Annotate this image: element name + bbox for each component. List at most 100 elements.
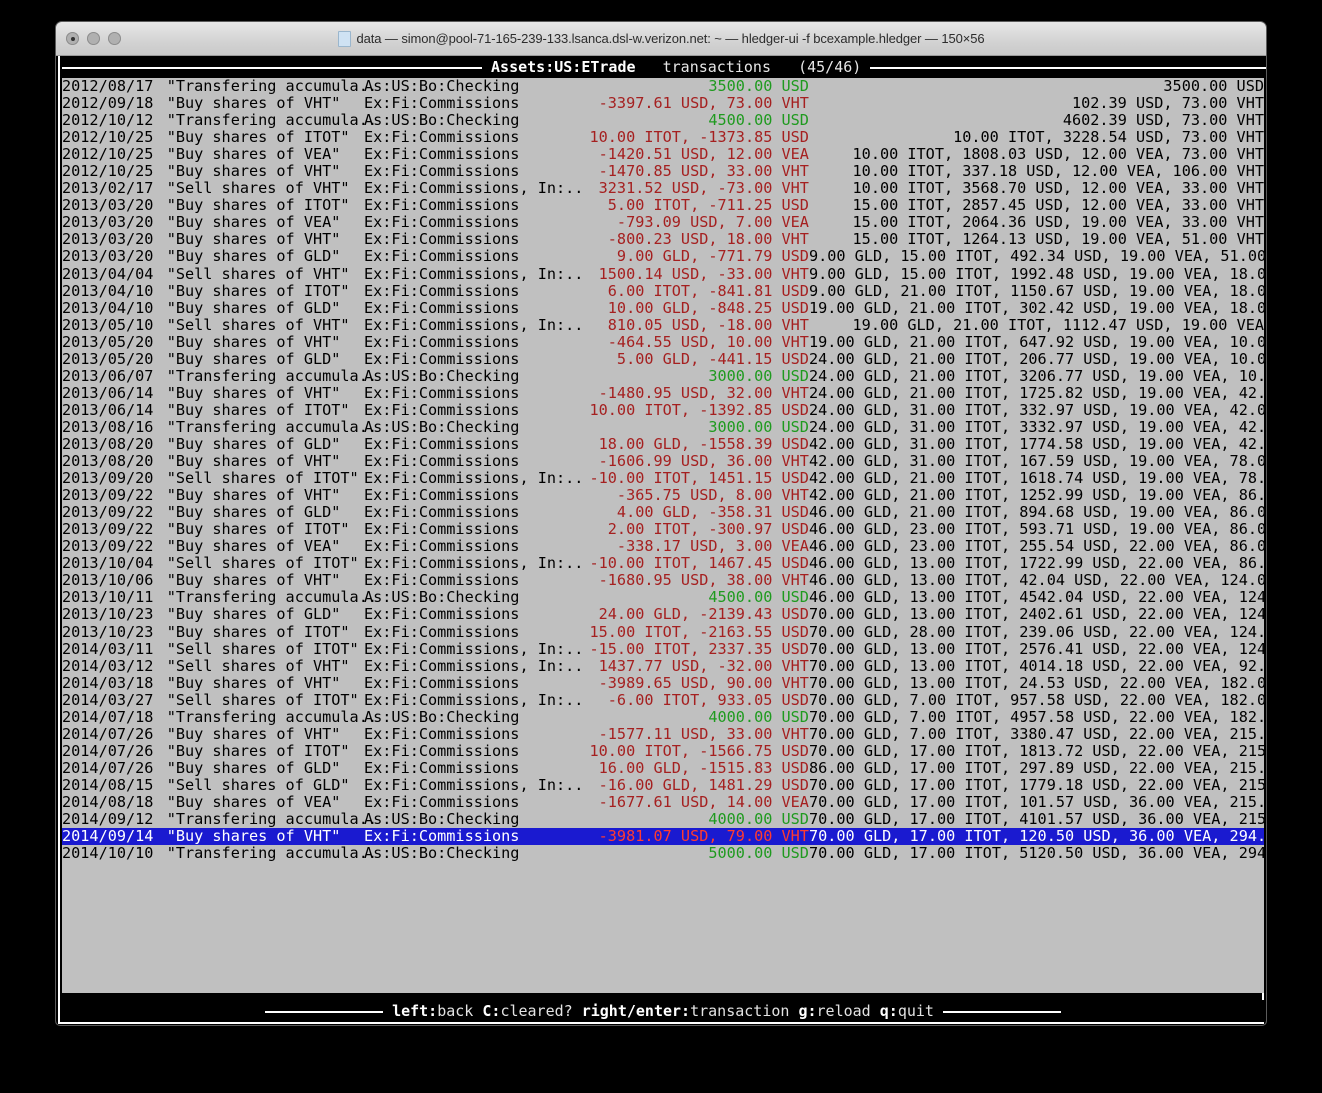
- cell-date: 2013/03/20: [62, 247, 154, 266]
- table-row[interactable]: 2013/10/23 "Buy shares of GLD" Ex:Fi:Commi…: [62, 606, 1264, 623]
- table-row[interactable]: 2013/04/10 "Buy shares of GLD" Ex:Fi:Commi…: [62, 298, 1264, 317]
- cell-description: "Transfering accumula..: [166, 417, 377, 436]
- cell-description: "Transfering accumula..: [166, 810, 377, 829]
- window-title: data — simon@pool-71-165-239-133.lsanca.…: [56, 30, 1266, 47]
- cell-account: Ex:Fi:Commissions, In:..: [364, 656, 584, 675]
- table-row[interactable]: 2013/09/20 "Sell shares of ITOT" Ex:Fi:Com…: [62, 470, 1264, 487]
- cell-amount: -1606.99 USD, 36.00 VHT: [598, 452, 809, 471]
- cell-balance: 86.00 GLD, 17.00 ITOT, 297.89 USD, 22.00…: [808, 758, 1264, 777]
- cell-amount: -464.55 USD, 10.00 VHT: [607, 332, 809, 351]
- cell-description: "Transfering accumula..: [166, 707, 377, 726]
- cell-account: As:US:Bo:Checking: [364, 366, 520, 385]
- cell-date: 2013/09/22: [62, 520, 154, 539]
- cell-amount: 2.00 ITOT, -300.97 USD: [607, 520, 809, 539]
- cell-account: Ex:Fi:Commissions: [364, 400, 520, 419]
- table-row[interactable]: 2013/10/23 "Buy shares of ITOT" Ex:Fi:Comm…: [62, 623, 1264, 641]
- table-row[interactable]: 2014/07/26 "Buy shares of GLD" Ex:Fi:Commi…: [62, 758, 1264, 777]
- table-row[interactable]: 2014/07/26 "Buy shares of VHT" Ex:Fi:Commi…: [62, 724, 1264, 743]
- cell-description: "Sell shares of VHT": [166, 264, 350, 283]
- cell-balance: 15.00 ITOT, 2857.45 USD, 12.00 VEA, 33.0…: [852, 196, 1264, 215]
- table-row[interactable]: 2013/03/20 "Buy shares of ITOT" Ex:Fi:Comm…: [62, 197, 1264, 214]
- cell-amount: 5.00 ITOT, -711.25 USD: [607, 196, 809, 215]
- table-row[interactable]: 2014/03/12 "Sell shares of VHT" Ex:Fi:Comm…: [62, 656, 1264, 675]
- cell-description: "Sell shares of VHT": [166, 315, 350, 334]
- cell-description: "Buy shares of VEA": [166, 145, 341, 164]
- table-row[interactable]: 2013/10/06 "Buy shares of VHT" Ex:Fi:Commi…: [62, 572, 1264, 589]
- cell-account: Ex:Fi:Commissions: [364, 213, 520, 232]
- cell-date: 2013/05/20: [62, 349, 154, 368]
- cell-date: 2014/07/26: [62, 741, 154, 760]
- window-title-text: data — simon@pool-71-165-239-133.lsanca.…: [356, 31, 985, 46]
- cell-date: 2013/10/11: [62, 588, 154, 607]
- cell-date: 2013/10/04: [62, 554, 154, 573]
- table-row[interactable]: 2013/04/04 "Sell shares of VHT" Ex:Fi:Comm…: [62, 264, 1264, 283]
- table-row[interactable]: 2013/10/04 "Sell shares of ITOT" Ex:Fi:Com…: [62, 555, 1264, 572]
- cell-date: 2014/08/18: [62, 792, 154, 811]
- key-desc-cleared: cleared?: [500, 1002, 582, 1020]
- table-row[interactable]: 2013/05/10 "Sell shares of VHT" Ex:Fi:Comm…: [62, 315, 1264, 334]
- table-row[interactable]: 2014/03/27 "Sell shares of ITOT" Ex:Fi:Com…: [62, 690, 1264, 709]
- window-titlebar[interactable]: data — simon@pool-71-165-239-133.lsanca.…: [56, 22, 1266, 56]
- table-row[interactable]: 2013/06/14 "Buy shares of VHT" Ex:Fi:Commi…: [62, 383, 1264, 402]
- table-row[interactable]: 2013/09/22 "Buy shares of VHT" Ex:Fi:Commi…: [62, 487, 1264, 504]
- cell-date: 2013/09/22: [62, 486, 154, 505]
- table-row[interactable]: 2014/03/11 "Sell shares of ITOT" Ex:Fi:Com…: [62, 639, 1264, 658]
- cell-balance: 19.00 GLD, 21.00 ITOT, 647.92 USD, 19.00…: [808, 332, 1264, 351]
- table-row[interactable]: 2013/08/16 "Transfering accumula.. As:US:B…: [62, 417, 1264, 436]
- table-row[interactable]: 2013/02/17 "Sell shares of VHT" Ex:Fi:Comm…: [62, 180, 1264, 197]
- table-row[interactable]: 2012/10/25 "Buy shares of ITOT" Ex:Fi:Comm…: [62, 129, 1264, 146]
- cell-amount: 3000.00 USD: [708, 417, 809, 436]
- cell-amount: -1480.95 USD, 32.00 VHT: [598, 383, 809, 402]
- table-row[interactable]: 2014/09/12 "Transfering accumula.. As:US:B…: [62, 810, 1264, 829]
- cell-balance: 9.00 GLD, 15.00 ITOT, 492.34 USD, 19.00 …: [808, 247, 1264, 266]
- table-row[interactable]: 2014/08/15 "Sell shares of GLD" Ex:Fi:Comm…: [62, 776, 1264, 794]
- table-row[interactable]: 2013/09/22 "Buy shares of ITOT" Ex:Fi:Comm…: [62, 521, 1264, 538]
- cell-description: "Sell shares of ITOT": [166, 690, 359, 709]
- table-row[interactable]: 2013/05/20 "Buy shares of GLD" Ex:Fi:Commi…: [62, 349, 1264, 368]
- cell-date: 2012/09/18: [62, 94, 154, 113]
- table-row[interactable]: 2014/08/18 "Buy shares of VEA" Ex:Fi:Commi…: [62, 792, 1264, 811]
- table-row[interactable]: 2013/08/20 "Buy shares of GLD" Ex:Fi:Commi…: [62, 435, 1264, 453]
- cell-account: Ex:Fi:Commissions: [364, 298, 520, 317]
- table-row[interactable]: 2013/06/14 "Buy shares of ITOT" Ex:Fi:Comm…: [62, 400, 1264, 419]
- footer-key-list: left:back C:cleared? right/enter:transac…: [392, 1002, 934, 1020]
- zoom-button[interactable]: [108, 32, 121, 45]
- table-row[interactable]: 2012/10/25 "Buy shares of VHT" Ex:Fi:Commi…: [62, 163, 1264, 180]
- table-row[interactable]: 2013/06/07 "Transfering accumula.. As:US:B…: [62, 366, 1264, 385]
- table-row[interactable]: 2013/09/22 "Buy shares of VEA" Ex:Fi:Commi…: [62, 538, 1264, 555]
- table-row[interactable]: 2013/03/20 "Buy shares of VEA" Ex:Fi:Commi…: [62, 214, 1264, 231]
- table-row[interactable]: 2013/05/20 "Buy shares of VHT" Ex:Fi:Commi…: [62, 332, 1264, 351]
- table-row[interactable]: 2013/09/22 "Buy shares of GLD" Ex:Fi:Commi…: [62, 504, 1264, 521]
- cell-account: Ex:Fi:Commissions: [364, 349, 520, 368]
- cell-date: 2014/03/11: [62, 639, 154, 658]
- cell-date: 2014/10/10: [62, 844, 154, 863]
- cell-account: Ex:Fi:Commissions: [364, 247, 520, 266]
- cell-account: Ex:Fi:Commissions: [364, 605, 520, 624]
- key-help-bar: left:back C:cleared? right/enter:transac…: [62, 1000, 1264, 1022]
- cell-description: "Sell shares of ITOT": [166, 554, 359, 573]
- close-button[interactable]: [66, 32, 79, 45]
- table-row[interactable]: 2014/09/14 "Buy shares of VHT" Ex:Fi:Commi…: [62, 828, 1264, 846]
- table-row[interactable]: 2012/10/25 "Buy shares of VEA" Ex:Fi:Commi…: [62, 146, 1264, 163]
- table-row[interactable]: 2012/10/12 "Transfering accumula.. As:US:B…: [62, 112, 1264, 129]
- table-row[interactable]: 2013/08/20 "Buy shares of VHT" Ex:Fi:Commi…: [62, 452, 1264, 471]
- table-row[interactable]: 2014/03/18 "Buy shares of VHT" Ex:Fi:Commi…: [62, 674, 1264, 692]
- cell-amount: -365.75 USD, 8.00 VHT: [616, 486, 809, 505]
- table-row[interactable]: 2012/08/17 "Transfering accumula.. As:US:B…: [62, 78, 1264, 95]
- cell-description: "Buy shares of VHT": [166, 724, 341, 743]
- cell-amount: -1680.95 USD, 38.00 VHT: [598, 571, 809, 590]
- table-row[interactable]: 2014/07/18 "Transfering accumula.. As:US:B…: [62, 707, 1264, 726]
- transaction-list[interactable]: 2012/08/17 "Transfering accumula.. As:US:B…: [62, 78, 1264, 993]
- table-row[interactable]: 2014/07/26 "Buy shares of ITOT" Ex:Fi:Comm…: [62, 741, 1264, 760]
- cell-description: "Sell shares of ITOT": [166, 469, 359, 488]
- table-row[interactable]: 2012/09/18 "Buy shares of VHT" Ex:Fi:Commi…: [62, 94, 1264, 113]
- table-row[interactable]: 2014/10/10 "Transfering accumula.. As:US:B…: [62, 845, 1264, 862]
- table-row[interactable]: 2013/03/20 "Buy shares of GLD" Ex:Fi:Commi…: [62, 248, 1264, 265]
- table-row[interactable]: 2013/03/20 "Buy shares of VHT" Ex:Fi:Commi…: [62, 231, 1264, 248]
- table-row[interactable]: 2013/10/11 "Transfering accumula.. As:US:B…: [62, 589, 1264, 606]
- cell-amount: 4500.00 USD: [708, 111, 809, 130]
- cell-date: 2013/08/20: [62, 452, 154, 471]
- table-row[interactable]: 2013/04/10 "Buy shares of ITOT" Ex:Fi:Comm…: [62, 282, 1264, 300]
- minimize-button[interactable]: [87, 32, 100, 45]
- cell-description: "Buy shares of VHT": [166, 230, 341, 249]
